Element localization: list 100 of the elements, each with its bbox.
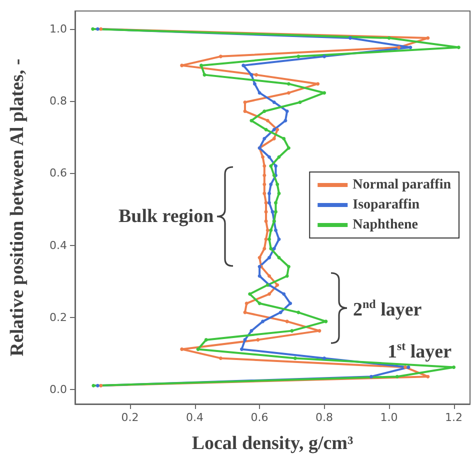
point <box>218 356 222 360</box>
point <box>261 320 265 324</box>
point <box>452 365 456 369</box>
point <box>218 54 222 58</box>
annotation: 2$^{nd}$ layer <box>352 296 422 320</box>
point <box>261 155 265 159</box>
point <box>244 302 248 306</box>
point <box>277 192 281 196</box>
point <box>288 302 292 306</box>
point <box>248 292 252 296</box>
point <box>262 182 266 186</box>
point <box>250 329 254 333</box>
point <box>406 365 410 369</box>
point <box>274 201 278 205</box>
x-tick-label: 0.6 <box>250 411 268 424</box>
point <box>272 246 276 250</box>
point <box>404 365 407 369</box>
point <box>204 338 208 342</box>
point <box>290 329 294 333</box>
point <box>262 164 266 168</box>
point <box>387 36 391 40</box>
point <box>286 82 290 86</box>
point <box>268 201 272 205</box>
x-tick-label: 0.2 <box>121 411 139 424</box>
point <box>243 109 247 113</box>
point <box>324 320 328 324</box>
x-axis-title: Local density, g/cm³ <box>192 433 354 454</box>
point <box>426 374 430 378</box>
x-tick-label: 0.8 <box>316 411 334 424</box>
point <box>262 136 266 140</box>
point <box>202 73 206 77</box>
point <box>269 246 273 250</box>
legend-label: Normal paraffin <box>352 178 452 192</box>
point <box>284 118 288 122</box>
point <box>254 73 258 77</box>
x-tick-label: 0.4 <box>186 411 204 424</box>
point <box>272 136 276 140</box>
point <box>258 302 262 306</box>
point <box>296 54 300 58</box>
point <box>322 356 326 360</box>
point <box>286 146 290 150</box>
point <box>243 338 247 342</box>
annotation: 1$^{st}$ layer <box>387 339 452 363</box>
point <box>264 128 268 132</box>
point <box>262 174 266 178</box>
point <box>274 210 278 214</box>
y-tick-label: 0.2 <box>50 310 67 324</box>
point <box>274 164 278 168</box>
point <box>426 36 430 40</box>
point <box>268 292 272 296</box>
point <box>264 237 268 241</box>
point <box>268 155 272 159</box>
y-tick-label: 1.0 <box>50 22 67 36</box>
point <box>264 201 268 205</box>
point <box>269 228 273 232</box>
point <box>96 27 100 31</box>
point <box>268 192 272 196</box>
point <box>293 356 297 360</box>
point <box>272 128 276 132</box>
y-tick-label: 0.4 <box>50 238 67 252</box>
annotation: Bulk region <box>118 206 214 227</box>
point <box>196 347 200 351</box>
point <box>256 338 260 342</box>
point <box>274 228 278 232</box>
point <box>258 91 262 95</box>
y-tick-label: 0.0 <box>50 383 67 396</box>
point <box>269 182 273 186</box>
point <box>348 36 352 40</box>
point <box>296 310 300 314</box>
point <box>285 109 289 113</box>
point <box>266 118 270 122</box>
point <box>92 384 96 388</box>
point <box>316 82 320 86</box>
point <box>250 118 254 122</box>
point <box>262 192 266 196</box>
point <box>269 164 273 168</box>
point <box>264 210 268 214</box>
point <box>264 219 268 223</box>
point <box>282 292 286 296</box>
point <box>272 100 276 104</box>
point <box>262 246 266 250</box>
point <box>266 228 270 232</box>
point <box>258 256 262 260</box>
point <box>276 283 280 287</box>
point <box>268 256 272 260</box>
point <box>200 64 204 68</box>
point <box>250 73 254 77</box>
point <box>397 46 401 50</box>
point <box>268 237 272 241</box>
point <box>91 27 95 31</box>
x-tick-label: 1.0 <box>380 411 398 424</box>
point <box>286 264 290 268</box>
point <box>278 310 282 314</box>
point <box>262 109 266 113</box>
point <box>243 310 247 314</box>
point <box>456 46 460 50</box>
x-tick-label: 1.2 <box>445 411 463 424</box>
point <box>277 237 281 241</box>
point <box>408 46 412 50</box>
point <box>282 136 286 140</box>
